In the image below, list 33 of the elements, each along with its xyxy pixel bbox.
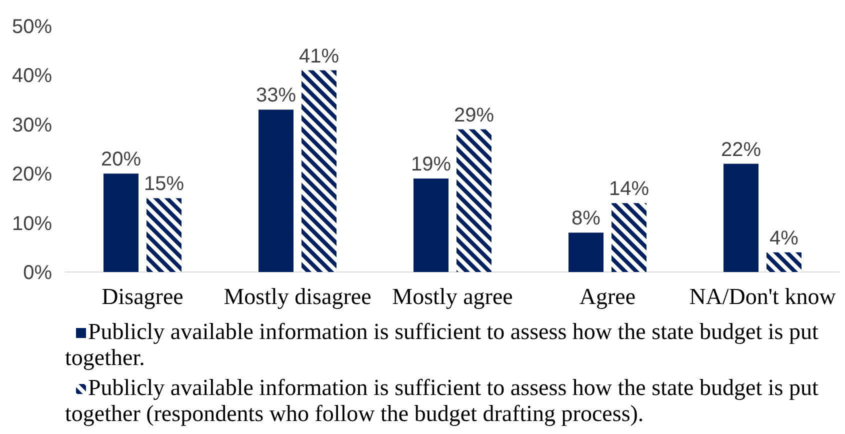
data-label: 15% [144,173,184,196]
x-tick-label: Disagree [102,284,184,309]
x-tick-label: Mostly agree [392,284,513,309]
y-tick-label: 0% [23,262,52,284]
bar [146,198,182,272]
y-tick-label: 10% [12,212,52,235]
x-tick-label: NA/Don't know [689,284,836,309]
data-label: 41% [298,45,340,68]
data-label: 33% [256,84,296,107]
bar [568,232,604,272]
y-tick-label: 20% [12,164,52,186]
x-tick-label: Agree [579,284,636,309]
bar [414,178,448,272]
y-tick-label: 30% [12,114,52,136]
x-tick-label: Mostly disagree [224,284,372,309]
bar [724,164,758,272]
data-label: 20% [100,148,142,171]
data-label: 4% [770,227,799,250]
bar [766,252,802,272]
data-label: 29% [454,104,494,126]
y-tick-label: 50% [12,16,52,38]
data-label: 19% [410,154,452,176]
data-label: 22% [720,138,762,161]
bar [104,174,138,272]
bar [258,110,294,272]
legend-label: Publicly available information is sufficient to assess how the state budget is put together. [65,319,819,370]
bar [302,70,336,272]
data-label: 8% [572,208,601,230]
y-tick-label: 40% [12,65,52,88]
legend-label: Publicly available information is sufficient to assess how the state budget is put together (respondents who follow the budget drafting process). [65,375,819,426]
data-label: 14% [608,178,650,200]
bar [612,203,646,272]
bar [456,129,492,272]
